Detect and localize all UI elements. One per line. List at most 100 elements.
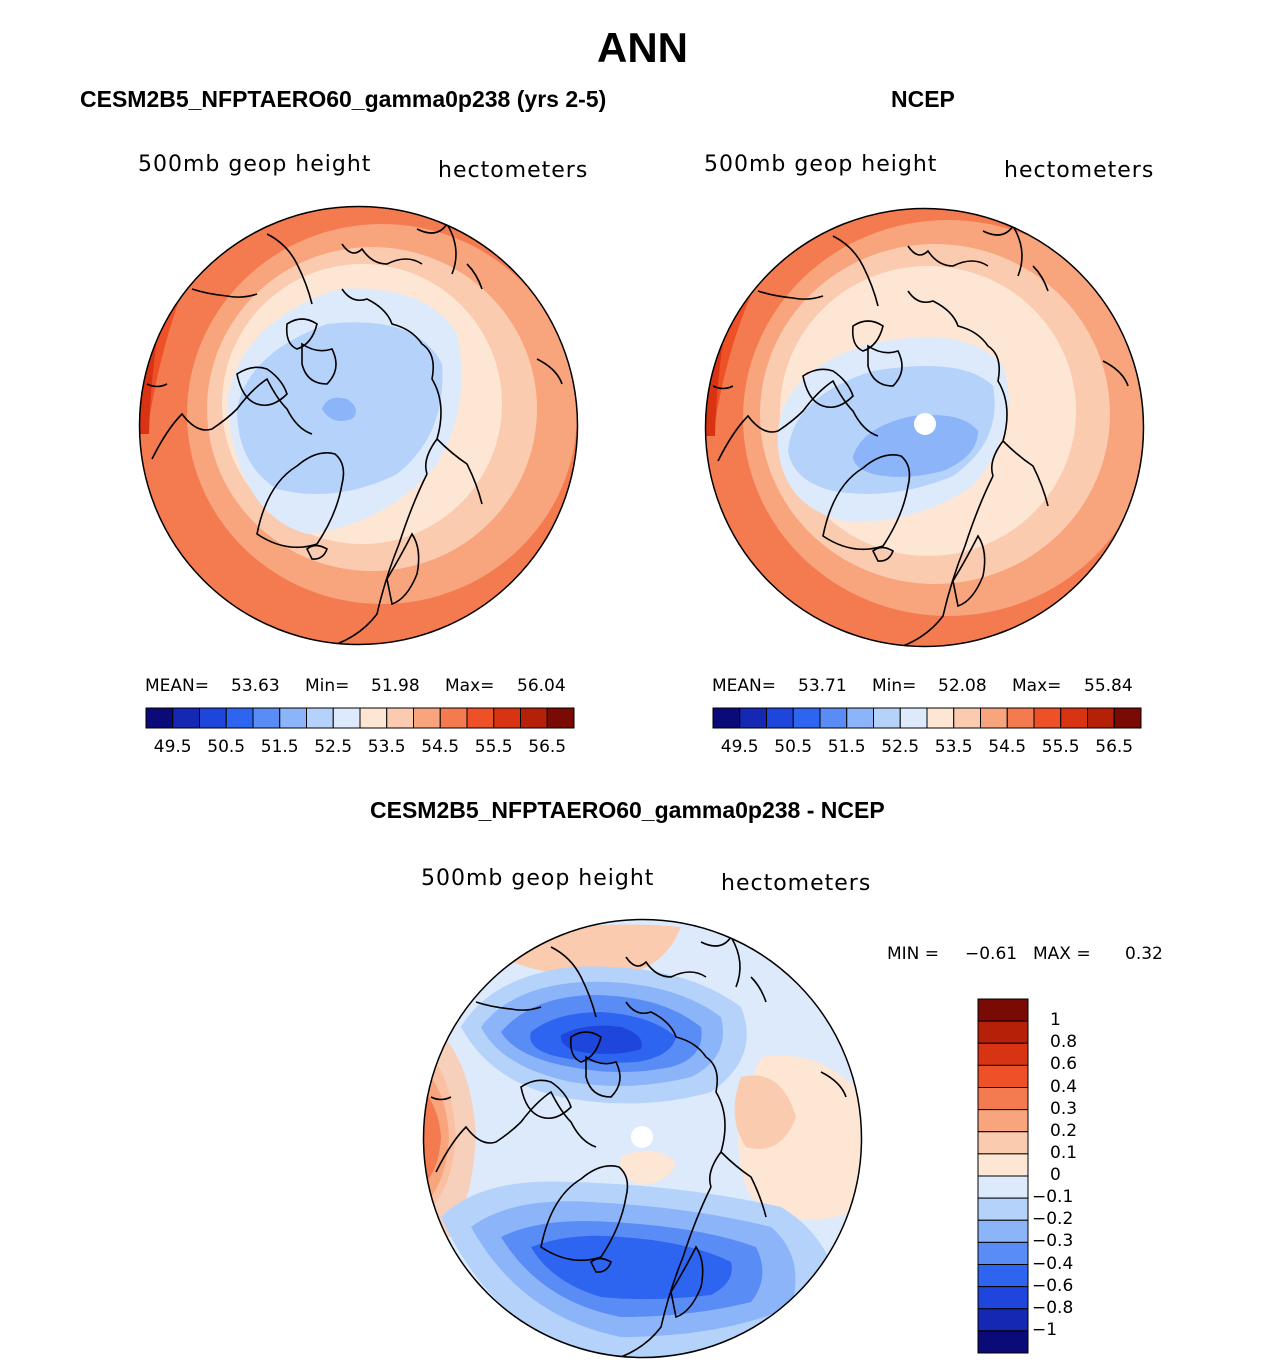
diff-max-label: MAX =: [1033, 944, 1091, 964]
colorbar-tick-label: 0.2: [1050, 1120, 1078, 1141]
obs-colorbar-ticks: 49.5 50.5 51.5 52.5 53.5 54.5 55.5 56.5: [0, 737, 1285, 759]
colorbar-swatch: [953, 707, 981, 729]
colorbar-tick-label: 54.5: [988, 737, 1027, 757]
colorbar-tick-label: 51.5: [260, 737, 299, 757]
colorbar-swatch: [899, 707, 928, 729]
colorbar-swatch: [977, 1175, 1029, 1199]
colorbar-tick-label: 50.5: [207, 737, 246, 757]
colorbar-swatch: [980, 707, 1008, 729]
colorbar-swatch: [520, 707, 548, 729]
colorbar-tick-label: 1: [1050, 1010, 1061, 1031]
colorbar-swatch: [977, 1197, 1029, 1221]
obs-min-label: Min=: [872, 676, 917, 696]
model-variable-label: 500mb geop height: [138, 152, 372, 177]
colorbar-swatch: [739, 707, 767, 729]
colorbar-tick-label: 49.5: [720, 737, 759, 757]
model-max-label: Max=: [445, 676, 495, 696]
model-units-label: hectometers: [438, 158, 589, 183]
colorbar-tick-label: 56.5: [528, 737, 567, 757]
colorbar-swatch: [252, 707, 281, 729]
obs-min-value: 52.08: [938, 676, 987, 696]
colorbar-swatch: [792, 707, 821, 729]
colorbar-swatch: [1087, 707, 1115, 729]
colorbar-tick-label: 49.5: [153, 737, 192, 757]
colorbar-swatch: [977, 1219, 1029, 1243]
colorbar-tick-label: 54.5: [421, 737, 460, 757]
colorbar-swatch: [977, 1264, 1029, 1288]
colorbar-swatch: [977, 1153, 1029, 1177]
colorbar-swatch: [977, 1109, 1029, 1133]
colorbar-swatch: [306, 707, 334, 729]
model-min-label: Min=: [305, 676, 350, 696]
colorbar-swatch: [977, 1241, 1029, 1265]
colorbar-swatch: [766, 707, 794, 729]
colorbar-swatch: [172, 707, 200, 729]
colorbar-swatch: [145, 707, 174, 729]
colorbar-swatch: [712, 707, 741, 729]
colorbar-swatch: [199, 707, 227, 729]
colorbar-swatch: [873, 707, 901, 729]
obs-mean-value: 53.71: [798, 676, 847, 696]
colorbar-swatch: [819, 707, 848, 729]
colorbar-swatch: [1033, 707, 1062, 729]
colorbar-tick-label: −0.4: [1032, 1253, 1074, 1274]
colorbar-tick-label: 53.5: [934, 737, 973, 757]
colorbar-tick-label: −0.8: [1032, 1297, 1074, 1318]
colorbar-swatch: [926, 707, 955, 729]
obs-polar-map: [704, 207, 1145, 648]
colorbar-tick-label: −0.2: [1032, 1209, 1074, 1230]
diff-min-value: −0.61: [965, 944, 1018, 964]
diff-units-label: hectometers: [721, 871, 872, 896]
colorbar-swatch: [977, 1087, 1029, 1111]
colorbar-swatch: [977, 1330, 1029, 1354]
obs-panel-title: NCEP: [891, 86, 955, 112]
colorbar-tick-label: 52.5: [314, 737, 353, 757]
colorbar-tick-label: 52.5: [881, 737, 920, 757]
colorbar-tick-label: 0.4: [1050, 1076, 1078, 1097]
diff-max-value: 0.32: [1125, 944, 1163, 964]
colorbar-swatch: [359, 707, 388, 729]
diff-variable-label: 500mb geop height: [421, 866, 655, 891]
diff-panel-title: CESM2B5_NFPTAERO60_gamma0p238 - NCEP: [370, 797, 885, 823]
colorbar-swatch: [439, 707, 468, 729]
diff-colorbar-ticks: 1 0.8 0.6 0.4 0.3 0.2 0.1 0 −0.1 −0.2 −0.3 −0.4 −0.6…: [1032, 998, 1120, 1354]
figure-title: ANN: [597, 24, 688, 71]
colorbar-tick-label: 51.5: [827, 737, 866, 757]
colorbar-tick-label: 55.5: [474, 737, 513, 757]
colorbar-swatch: [279, 707, 307, 729]
model-polar-map: [138, 205, 579, 646]
obs-max-value: 55.84: [1084, 676, 1133, 696]
obs-max-label: Max=: [1012, 676, 1062, 696]
obs-units-label: hectometers: [1004, 158, 1155, 183]
colorbar-tick-label: 0: [1050, 1165, 1061, 1185]
model-mean-label: MEAN=: [145, 676, 209, 696]
colorbar-tick-label: 53.5: [367, 737, 406, 757]
model-colorbar: [145, 707, 575, 729]
colorbar-swatch: [546, 707, 575, 729]
colorbar-tick-label: 0.3: [1050, 1098, 1078, 1119]
colorbar-tick-label: −0.1: [1032, 1187, 1074, 1208]
colorbar-tick-label: 56.5: [1095, 737, 1134, 757]
colorbar-swatch: [977, 1308, 1029, 1332]
colorbar-tick-label: 50.5: [774, 737, 813, 757]
colorbar-tick-label: 55.5: [1041, 737, 1080, 757]
colorbar-swatch: [977, 998, 1029, 1022]
colorbar-swatch: [466, 707, 495, 729]
colorbar-swatch: [1060, 707, 1088, 729]
colorbar-swatch: [386, 707, 414, 729]
colorbar-tick-label: 0.6: [1050, 1054, 1078, 1075]
colorbar-swatch: [977, 1131, 1029, 1155]
colorbar-swatch: [332, 707, 361, 729]
obs-colorbar: [712, 707, 1142, 729]
colorbar-swatch: [413, 707, 441, 729]
colorbar-swatch: [977, 1064, 1029, 1088]
colorbar-swatch: [1006, 707, 1035, 729]
diff-polar-map: [422, 918, 863, 1359]
obs-mean-label: MEAN=: [712, 676, 776, 696]
colorbar-swatch: [225, 707, 254, 729]
colorbar-tick-label: 0.8: [1050, 1032, 1078, 1053]
colorbar-swatch: [1113, 707, 1142, 729]
model-panel-title: CESM2B5_NFPTAERO60_gamma0p238 (yrs 2-5): [80, 86, 607, 112]
colorbar-tick-label: −0.6: [1032, 1275, 1074, 1296]
diff-min-label: MIN =: [887, 944, 940, 964]
